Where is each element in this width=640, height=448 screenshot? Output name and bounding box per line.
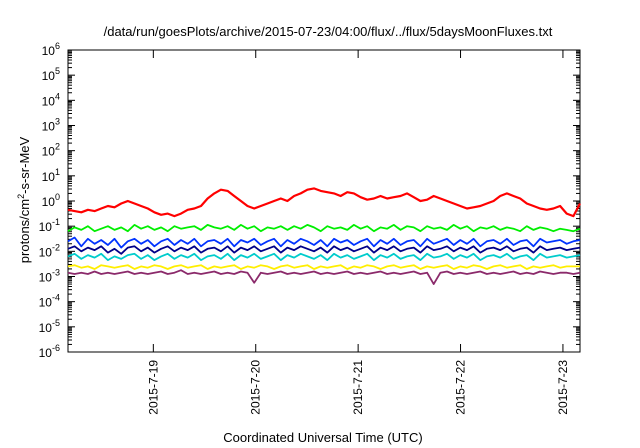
y-tick-label: 104 bbox=[42, 91, 60, 108]
plot-border bbox=[67, 49, 581, 353]
y-tick-label: 106 bbox=[42, 41, 60, 58]
y-axis-label-exponent: 2 bbox=[16, 194, 26, 199]
x-axis-label: Coordinated Universal Time (UTC) bbox=[223, 430, 422, 445]
y-axis-label: protons/cm2-s-sr-MeV bbox=[16, 136, 32, 263]
y-axis-ticks: 10-6 10-5 10-4 10-3 10-2 10-1 100 101 102 103 104 1… bbox=[39, 41, 580, 360]
y-tick-label: 105 bbox=[42, 66, 60, 83]
y-tick-label: 10-2 bbox=[39, 242, 60, 259]
series-layer bbox=[67, 187, 581, 286]
y-tick-label: 101 bbox=[42, 167, 60, 184]
y-tick-label: 10-1 bbox=[39, 217, 60, 234]
y-tick-label: 10-6 bbox=[39, 343, 60, 360]
series-line bbox=[67, 236, 581, 249]
y-tick-label: 10-4 bbox=[39, 293, 60, 310]
y-tick-label: 10-5 bbox=[39, 318, 60, 335]
chart-title: /data/run/goesPlots/archive/2015-07-23/0… bbox=[104, 24, 553, 39]
x-axis-ticks: 2015-7-19 2015-7-20 2015-7-21 2015-7-22 2015… bbox=[146, 50, 570, 415]
x-tick-label: 2015-7-20 bbox=[249, 360, 263, 415]
plot-frame bbox=[67, 49, 581, 353]
y-axis-label-unit: protons/cm bbox=[17, 199, 32, 263]
series-line bbox=[67, 223, 581, 233]
series-line bbox=[67, 187, 581, 218]
y-axis-label-rest: -s-sr-MeV bbox=[17, 136, 32, 193]
y-tick-label: 100 bbox=[42, 192, 60, 209]
series-line bbox=[67, 269, 581, 286]
series-line bbox=[67, 264, 580, 270]
x-tick-label: 2015-7-23 bbox=[556, 360, 570, 415]
y-tick-label: 103 bbox=[42, 117, 60, 134]
y-tick-label: 10-3 bbox=[39, 268, 60, 285]
y-tick-label: 102 bbox=[42, 142, 60, 159]
x-tick-label: 2015-7-19 bbox=[146, 360, 160, 415]
series-line bbox=[67, 252, 581, 262]
x-tick-label: 2015-7-22 bbox=[454, 360, 468, 415]
x-tick-label: 2015-7-21 bbox=[351, 360, 365, 415]
series-line bbox=[67, 245, 581, 255]
